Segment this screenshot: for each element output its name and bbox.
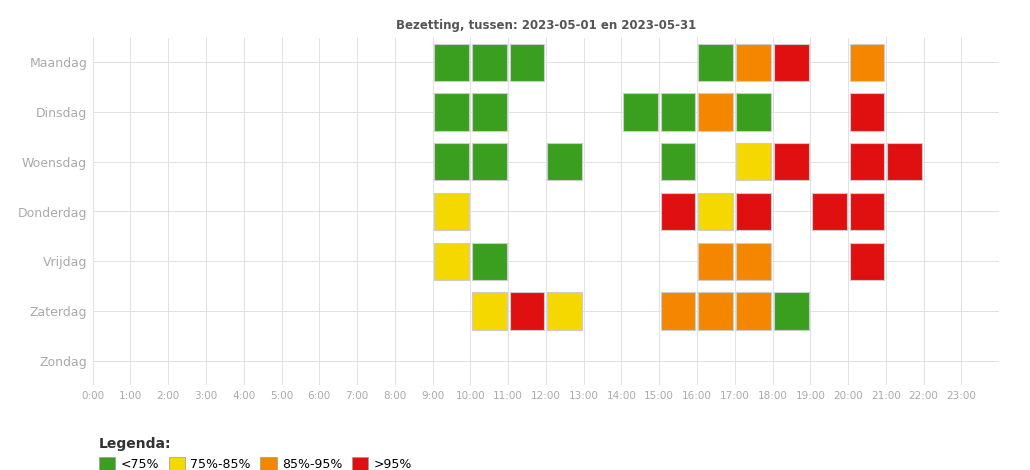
FancyBboxPatch shape [698,94,733,131]
FancyBboxPatch shape [736,243,771,280]
FancyBboxPatch shape [736,44,771,81]
FancyBboxPatch shape [698,243,733,280]
FancyBboxPatch shape [660,193,695,230]
FancyBboxPatch shape [434,44,469,81]
FancyBboxPatch shape [736,292,771,329]
FancyBboxPatch shape [850,44,885,81]
FancyBboxPatch shape [698,193,733,230]
FancyBboxPatch shape [510,44,545,81]
FancyBboxPatch shape [698,292,733,329]
FancyBboxPatch shape [434,143,469,180]
FancyBboxPatch shape [472,44,507,81]
FancyBboxPatch shape [850,193,885,230]
FancyBboxPatch shape [660,292,695,329]
Title: Bezetting, tussen: 2023-05-01 en 2023-05-31: Bezetting, tussen: 2023-05-01 en 2023-05… [396,19,696,32]
FancyBboxPatch shape [660,143,695,180]
FancyBboxPatch shape [660,94,695,131]
FancyBboxPatch shape [434,94,469,131]
FancyBboxPatch shape [547,292,582,329]
FancyBboxPatch shape [736,143,771,180]
FancyBboxPatch shape [547,143,582,180]
FancyBboxPatch shape [623,94,658,131]
FancyBboxPatch shape [510,292,545,329]
FancyBboxPatch shape [434,243,469,280]
FancyBboxPatch shape [472,143,507,180]
FancyBboxPatch shape [774,143,809,180]
FancyBboxPatch shape [736,94,771,131]
FancyBboxPatch shape [812,193,847,230]
FancyBboxPatch shape [472,94,507,131]
FancyBboxPatch shape [850,94,885,131]
FancyBboxPatch shape [774,44,809,81]
FancyBboxPatch shape [698,44,733,81]
FancyBboxPatch shape [850,143,885,180]
FancyBboxPatch shape [472,243,507,280]
FancyBboxPatch shape [472,292,507,329]
Legend: <75%, 75%-85%, 85%-95%, >95%: <75%, 75%-85%, 85%-95%, >95% [99,437,412,470]
FancyBboxPatch shape [887,143,922,180]
FancyBboxPatch shape [850,243,885,280]
FancyBboxPatch shape [434,193,469,230]
FancyBboxPatch shape [736,193,771,230]
FancyBboxPatch shape [774,292,809,329]
